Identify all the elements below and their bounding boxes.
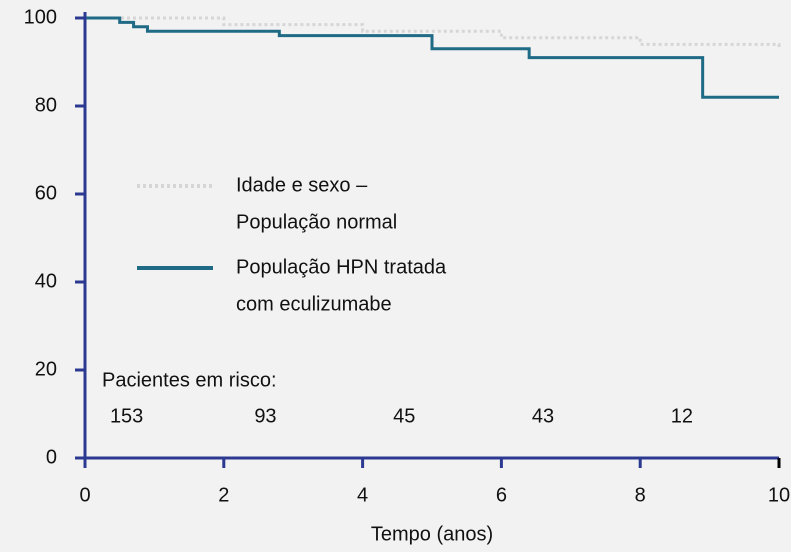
y-tick-label: 60 (35, 182, 57, 204)
at-risk-count: 93 (254, 405, 276, 427)
y-tick-label: 100 (24, 6, 57, 28)
y-tick-label: 40 (35, 270, 57, 292)
legend-label: com eculizumabe (236, 293, 392, 315)
y-tick-label: 80 (35, 94, 57, 116)
at-risk-count: 45 (393, 405, 415, 427)
y-tick-label: 0 (46, 446, 57, 468)
x-tick-label: 0 (79, 484, 90, 506)
x-tick-label: 2 (218, 484, 229, 506)
at-risk-count: 153 (110, 405, 143, 427)
series-line (85, 16, 779, 99)
legend-label: População HPN tratada (236, 256, 447, 278)
legend-label: Idade e sexo – (236, 174, 368, 196)
x-tick-label: 10 (768, 484, 790, 506)
x-tick-label: 4 (357, 484, 368, 506)
at-risk-title: Pacientes em risco: (102, 369, 277, 391)
legend-label: População normal (236, 211, 397, 233)
x-tick-label: 6 (496, 484, 507, 506)
y-tick-label: 20 (35, 358, 57, 380)
at-risk-count: 12 (671, 405, 693, 427)
x-axis-label: Tempo (anos) (371, 523, 493, 545)
x-tick-label: 8 (635, 484, 646, 506)
at-risk-count: 43 (532, 405, 554, 427)
